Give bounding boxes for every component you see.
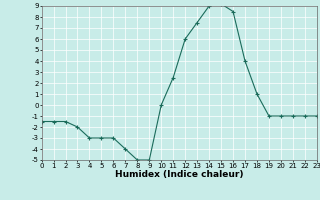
X-axis label: Humidex (Indice chaleur): Humidex (Indice chaleur)	[115, 170, 244, 179]
